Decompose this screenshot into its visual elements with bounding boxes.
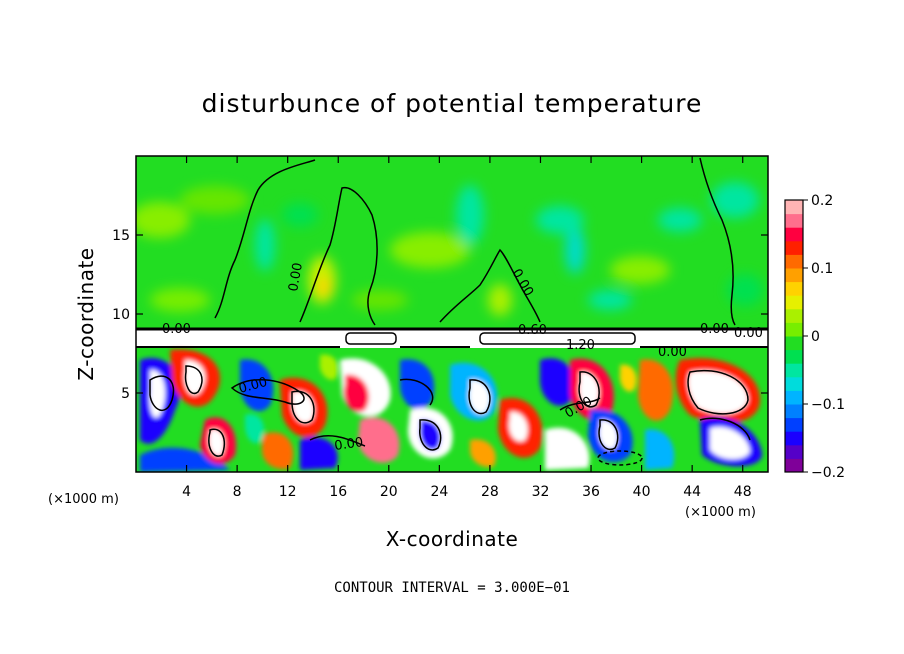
colorbar-swatch	[785, 295, 803, 310]
colorbar-swatch	[785, 376, 803, 391]
contour-label: 1.20	[566, 338, 595, 353]
contour-interval-note: CONTOUR INTERVAL = 3.000E−01	[334, 580, 570, 596]
contour-label: 0.00	[237, 375, 269, 397]
contours	[136, 157, 768, 466]
contour-label: 0.00	[734, 326, 763, 341]
colorbar-swatch	[785, 417, 803, 432]
x-tick-label: 16	[329, 484, 347, 500]
contour-label: 0.00	[658, 345, 687, 360]
x-unit-right: (×1000 m)	[685, 505, 756, 520]
x-tick-label: 20	[380, 484, 398, 500]
x-tick-label: 48	[734, 484, 752, 500]
colorbar-tick-label: 0	[811, 329, 820, 345]
colorbar-swatch	[785, 336, 803, 351]
colorbar-swatch	[785, 268, 803, 283]
contour-label: 0.00	[700, 322, 729, 337]
contour-label: 0.00	[333, 435, 364, 454]
colorbar-swatch	[785, 322, 803, 337]
colorbar-tick-label: 0.1	[811, 261, 833, 277]
colorbar-tick-label: −0.1	[811, 397, 845, 413]
colorbar-swatch	[785, 227, 803, 242]
colorbar-swatch	[785, 200, 803, 215]
colorbar-swatch	[785, 308, 803, 323]
colorbar-swatch	[785, 240, 803, 255]
colorbar-swatch	[785, 458, 803, 473]
x-tick-label: 24	[430, 484, 448, 500]
x-tick-label: 32	[532, 484, 550, 500]
x-unit-left: (×1000 m)	[48, 492, 119, 507]
upper-field-texture	[136, 182, 763, 316]
colorbar: 0.2 0.1 0 −0.1 −0.2	[784, 193, 845, 481]
x-tick-label: 44	[683, 484, 701, 500]
x-tick-label: 36	[582, 484, 600, 500]
colorbar-tick-label: 0.2	[811, 193, 833, 209]
colorbar-swatch	[785, 431, 803, 446]
colorbar-swatch	[785, 404, 803, 419]
contour-label: 0.00	[162, 322, 191, 337]
x-axis: 4 8 12 16 20 24 28 32 36 40 44 48	[182, 156, 752, 500]
contour-label: 0.60	[518, 323, 547, 338]
y-tick-label: 15	[112, 228, 130, 244]
plot-area	[136, 156, 768, 472]
colorbar-swatch	[785, 349, 803, 364]
colorbar-tick-label: −0.2	[811, 465, 845, 481]
y-tick-label: 5	[121, 386, 130, 402]
colorbar-swatch	[785, 390, 803, 405]
x-tick-label: 8	[233, 484, 242, 500]
colorbar-swatch	[785, 281, 803, 296]
colorbar-swatch	[785, 213, 803, 228]
x-tick-label: 12	[279, 484, 297, 500]
colorbar-swatch	[785, 254, 803, 269]
y-axis-label: Z-coordinate	[74, 247, 98, 380]
x-tick-label: 4	[182, 484, 191, 500]
chart-title: disturbunce of potential temperature	[202, 89, 703, 118]
x-tick-label: 40	[633, 484, 651, 500]
contour-label: 0.00	[286, 262, 306, 293]
x-tick-label: 28	[481, 484, 499, 500]
y-tick-label: 10	[112, 307, 130, 323]
colorbar-swatch	[785, 363, 803, 378]
y-axis: 5 10 15	[112, 228, 768, 402]
colorbar-swatch	[785, 444, 803, 459]
x-axis-label: X-coordinate	[386, 527, 519, 551]
